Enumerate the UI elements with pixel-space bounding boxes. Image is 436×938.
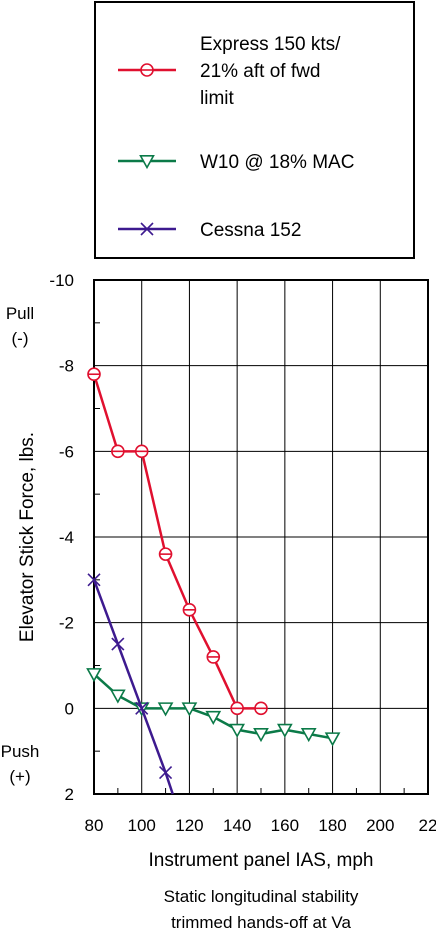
x-tick-label: 22 bbox=[419, 816, 436, 835]
series-layer bbox=[86, 367, 341, 795]
series-0 bbox=[87, 367, 268, 716]
caption-line-2: trimmed hands-off at Va bbox=[171, 913, 351, 932]
data-point-x bbox=[87, 573, 101, 587]
legend-entry-0: Express 150 kts/21% aft of fwd limit bbox=[118, 34, 341, 109]
data-point-triangle bbox=[300, 728, 317, 743]
series-2 bbox=[87, 573, 174, 795]
y-axis-title: Elevator Stick Force, lbs. bbox=[17, 432, 38, 642]
legend: Express 150 kts/21% aft of fwd limit W10 @… bbox=[94, 1, 415, 259]
x-tick-label: 180 bbox=[318, 816, 346, 835]
data-point-triangle bbox=[324, 732, 341, 747]
data-point-triangle bbox=[253, 728, 269, 743]
legend-label: limit bbox=[200, 88, 234, 109]
y-tick-label: -10 bbox=[49, 271, 74, 290]
x-axis-title: Instrument panel IAS, mph bbox=[149, 850, 374, 871]
legend-label: Express 150 kts/ bbox=[200, 34, 341, 55]
minor-ticks bbox=[94, 322, 405, 794]
caption-line-1: Static longitudinal stability bbox=[164, 887, 359, 906]
x-tick-label: 200 bbox=[366, 816, 394, 835]
y-tick-label: 0 bbox=[65, 699, 74, 718]
series-line bbox=[92, 579, 174, 795]
legend-box bbox=[94, 1, 415, 259]
y-tick-label: -4 bbox=[59, 528, 74, 547]
y-tick-label: -6 bbox=[59, 442, 74, 461]
data-point-triangle bbox=[276, 723, 293, 738]
data-point-x bbox=[140, 222, 154, 236]
legend-label: Cessna 152 bbox=[200, 220, 301, 241]
data-point-triangle bbox=[229, 723, 246, 738]
legend-label: W10 @ 18% MAC bbox=[200, 152, 354, 173]
data-point-x bbox=[111, 637, 125, 651]
data-point-triangle bbox=[109, 689, 126, 704]
y-tick-label: -2 bbox=[59, 614, 74, 633]
y-tick-label: 2 bbox=[65, 785, 74, 804]
legend-entry-2: Cessna 152 bbox=[118, 220, 301, 241]
data-point-triangle bbox=[139, 155, 155, 170]
data-point-triangle bbox=[205, 710, 222, 726]
legend-label: 21% aft of fwd bbox=[200, 61, 320, 82]
data-point-x bbox=[135, 701, 149, 715]
data-point-triangle bbox=[181, 702, 198, 717]
pull-label: Pull bbox=[6, 304, 34, 323]
series-1 bbox=[86, 668, 341, 747]
x-tick-label: 160 bbox=[271, 816, 299, 835]
data-point-triangle bbox=[157, 702, 174, 717]
x-tick-label: 100 bbox=[128, 816, 156, 835]
x-tick-label: 140 bbox=[223, 816, 251, 835]
data-point-triangle bbox=[86, 668, 102, 683]
legend-entry-1: W10 @ 18% MAC bbox=[118, 152, 354, 173]
data-point-x bbox=[159, 766, 173, 780]
tick-labels: 80 100 120 140 160 180 200 22 -10 -8 -6 -4 -2 0 2 bbox=[49, 271, 436, 835]
push-label: Push bbox=[1, 742, 40, 761]
series-line bbox=[93, 673, 333, 740]
y-tick-label: -8 bbox=[59, 357, 74, 376]
push-sign-label: (+) bbox=[9, 767, 30, 786]
x-tick-label: 120 bbox=[175, 816, 203, 835]
x-tick-label: 80 bbox=[85, 816, 104, 835]
series-line bbox=[92, 373, 261, 710]
pull-sign-label: (-) bbox=[12, 329, 29, 348]
